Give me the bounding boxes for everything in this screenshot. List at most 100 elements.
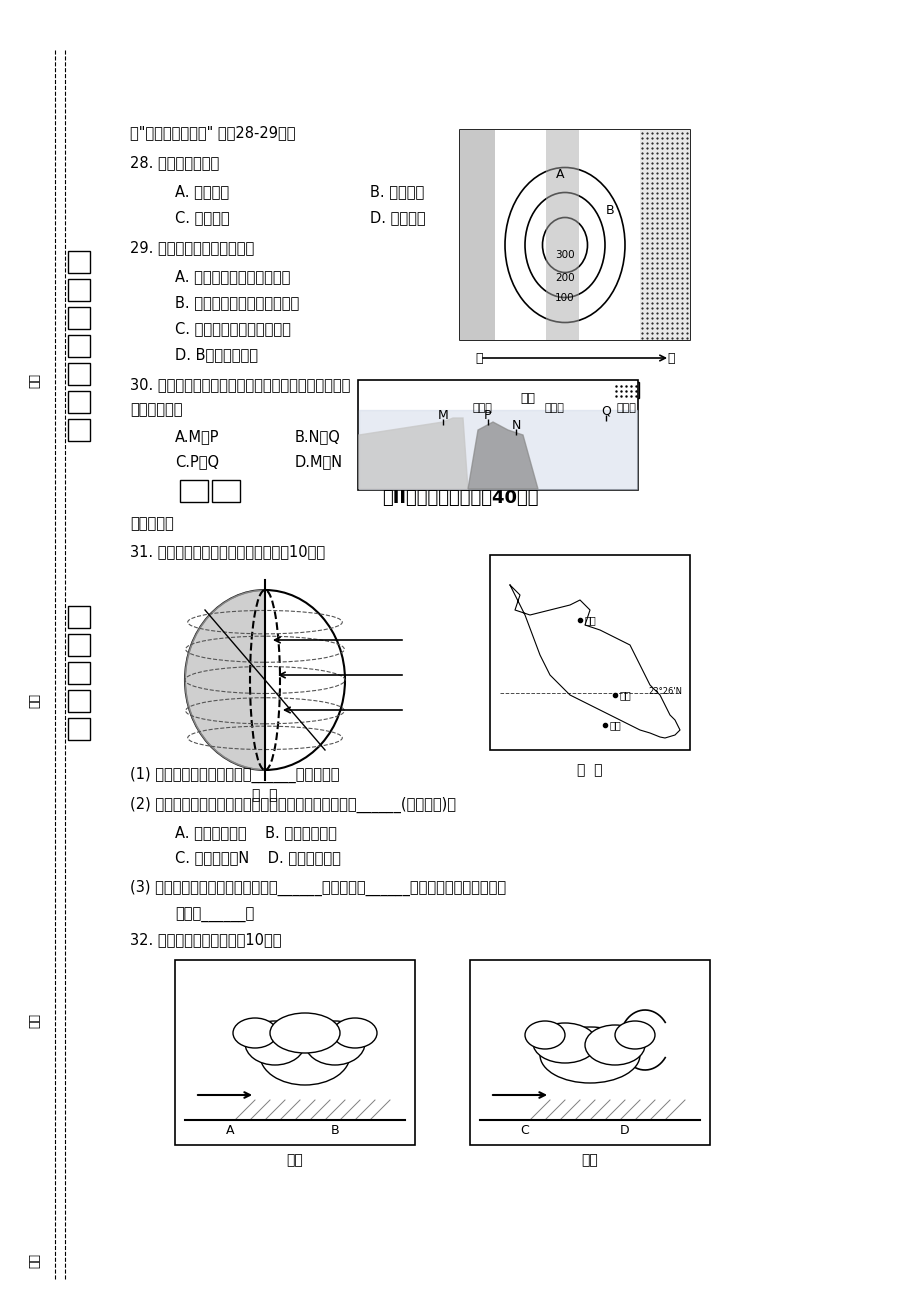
Bar [68, 690, 90, 712]
Text: D.M、N: D.M、N [295, 454, 343, 470]
Ellipse shape [244, 1021, 305, 1065]
Text: Q: Q [600, 405, 610, 418]
Bar [68, 335, 90, 357]
Text: A. 向斜成山: A. 向斜成山 [175, 185, 229, 199]
Text: 汕头: 汕头 [619, 690, 631, 700]
Text: 石灰岩: 石灰岩 [471, 404, 492, 413]
Text: P: P [483, 409, 492, 422]
Bar [460, 130, 689, 340]
Bar [460, 130, 494, 340]
Text: A.M、P: A.M、P [175, 430, 220, 444]
Text: A. 北京大于汕头    B. 汕头大于海口: A. 北京大于汕头 B. 汕头大于海口 [175, 825, 336, 841]
Text: 海面: 海面 [520, 392, 535, 405]
Ellipse shape [539, 1027, 640, 1083]
Ellipse shape [260, 1025, 349, 1085]
Text: C. 背斜成山: C. 背斜成山 [175, 211, 230, 225]
Text: B.N、Q: B.N、Q [295, 430, 341, 444]
Text: C: C [520, 1124, 528, 1137]
Text: D. 背斜成谷: D. 背斜成谷 [369, 211, 425, 225]
Text: (1) 该日以后，太阳直射点向______方向移动。: (1) 该日以后，太阳直射点向______方向移动。 [130, 767, 339, 783]
Text: 姓名: 姓名 [28, 1253, 41, 1268]
Ellipse shape [614, 1021, 654, 1049]
Bar [68, 605, 90, 628]
Text: 花岗岩: 花岗岩 [616, 404, 635, 413]
Bar [68, 661, 90, 684]
Bar [470, 381, 494, 398]
Text: 第II卷（非选择题，共40分）: 第II卷（非选择题，共40分） [381, 490, 538, 506]
Bar [470, 381, 494, 398]
Text: 200: 200 [554, 273, 574, 283]
Text: 图  乙: 图 乙 [576, 763, 602, 777]
Text: C.P、Q: C.P、Q [175, 454, 219, 470]
Text: A: A [225, 1124, 234, 1137]
Bar [175, 960, 414, 1144]
Text: 大理岩: 大理岩 [543, 404, 563, 413]
Text: 乙图: 乙图 [581, 1154, 597, 1167]
Text: 100: 100 [554, 293, 574, 303]
Text: A: A [555, 168, 563, 181]
Ellipse shape [525, 1021, 564, 1049]
Polygon shape [185, 590, 265, 769]
Text: 23°26'N: 23°26'N [647, 686, 681, 695]
Bar [68, 363, 90, 385]
Text: M: M [437, 409, 448, 422]
Text: 其位置可能是: 其位置可能是 [130, 402, 182, 418]
Bar [68, 717, 90, 740]
Ellipse shape [269, 1013, 340, 1053]
Bar [68, 307, 90, 329]
Text: 学号: 学号 [28, 693, 41, 707]
Bar [68, 419, 90, 441]
Ellipse shape [584, 1025, 644, 1065]
Bar [541, 381, 566, 398]
Bar [357, 380, 637, 490]
Text: B: B [605, 203, 614, 216]
Bar [460, 130, 494, 340]
Text: 300: 300 [554, 250, 574, 260]
Text: D: D [619, 1124, 630, 1137]
Text: N: N [511, 419, 520, 432]
Bar [545, 130, 578, 340]
Bar [613, 381, 639, 398]
Text: C. 该地区曾发生过岩浆活动: C. 该地区曾发生过岩浆活动 [175, 322, 290, 336]
Text: (2) 该日图乙三城市正午太阳高度大小的比较，正确的是______(选择填空)。: (2) 该日图乙三城市正午太阳高度大小的比较，正确的是______(选择填空)。 [130, 797, 456, 814]
Text: B: B [330, 1124, 339, 1137]
Bar [494, 130, 640, 340]
Text: C. 北京大于海N    D. 海口大于汕头: C. 北京大于海N D. 海口大于汕头 [175, 850, 341, 866]
Ellipse shape [333, 1018, 377, 1048]
Polygon shape [468, 422, 538, 490]
Text: 长的是______。: 长的是______。 [175, 907, 254, 923]
Text: 新: 新 [667, 352, 675, 365]
Bar [68, 634, 90, 656]
Ellipse shape [233, 1018, 277, 1048]
Text: D. B处可能有煤矿: D. B处可能有煤矿 [175, 348, 257, 362]
Text: B. 该地区曾是广阔的热带浅海: B. 该地区曾是广阔的热带浅海 [175, 296, 299, 310]
Text: 29. 下列有关叙述不可信的是: 29. 下列有关叙述不可信的是 [130, 241, 254, 255]
Polygon shape [358, 418, 468, 490]
Bar [211, 480, 240, 503]
Ellipse shape [185, 590, 345, 769]
Text: 31. 读图甲和图乙，完成下列要求：（10分）: 31. 读图甲和图乙，完成下列要求：（10分） [130, 544, 324, 560]
Bar [68, 251, 90, 273]
Text: 北京: 北京 [584, 615, 596, 625]
Bar [180, 480, 208, 503]
Ellipse shape [305, 1021, 365, 1065]
Text: 考号: 考号 [28, 372, 41, 388]
Text: (3) 该日图乙三城市中白昼最长的是______，最短的是______，三城市中正午的人影最: (3) 该日图乙三城市中白昼最长的是______，最短的是______，三城市中… [130, 880, 505, 896]
Polygon shape [358, 410, 636, 490]
Text: 姓名: 姓名 [28, 1013, 41, 1027]
Bar [640, 130, 689, 340]
Text: 海口: 海口 [609, 720, 621, 730]
Text: 30. 读下图，若图中某地质构造是板块构造的分界线，: 30. 读下图，若图中某地质构造是板块构造的分界线， [130, 378, 350, 392]
Ellipse shape [532, 1023, 596, 1062]
Bar [470, 960, 709, 1144]
Text: 32. 读图回答下列问题。（10分）: 32. 读图回答下列问题。（10分） [130, 932, 281, 948]
Text: 读"某地地质地形图" 完成28-29题。: 读"某地地质地形图" 完成28-29题。 [130, 125, 295, 141]
Text: B. 向斜成谷: B. 向斜成谷 [369, 185, 424, 199]
Text: 28. 该地地形成因是: 28. 该地地形成因是 [130, 155, 219, 171]
Text: 图  甲: 图 甲 [252, 788, 278, 802]
Bar [490, 555, 689, 750]
Text: 老: 老 [474, 352, 482, 365]
Bar [68, 279, 90, 301]
Text: A. 该地区曾发生过变质作用: A. 该地区曾发生过变质作用 [175, 270, 290, 285]
Bar [68, 391, 90, 413]
